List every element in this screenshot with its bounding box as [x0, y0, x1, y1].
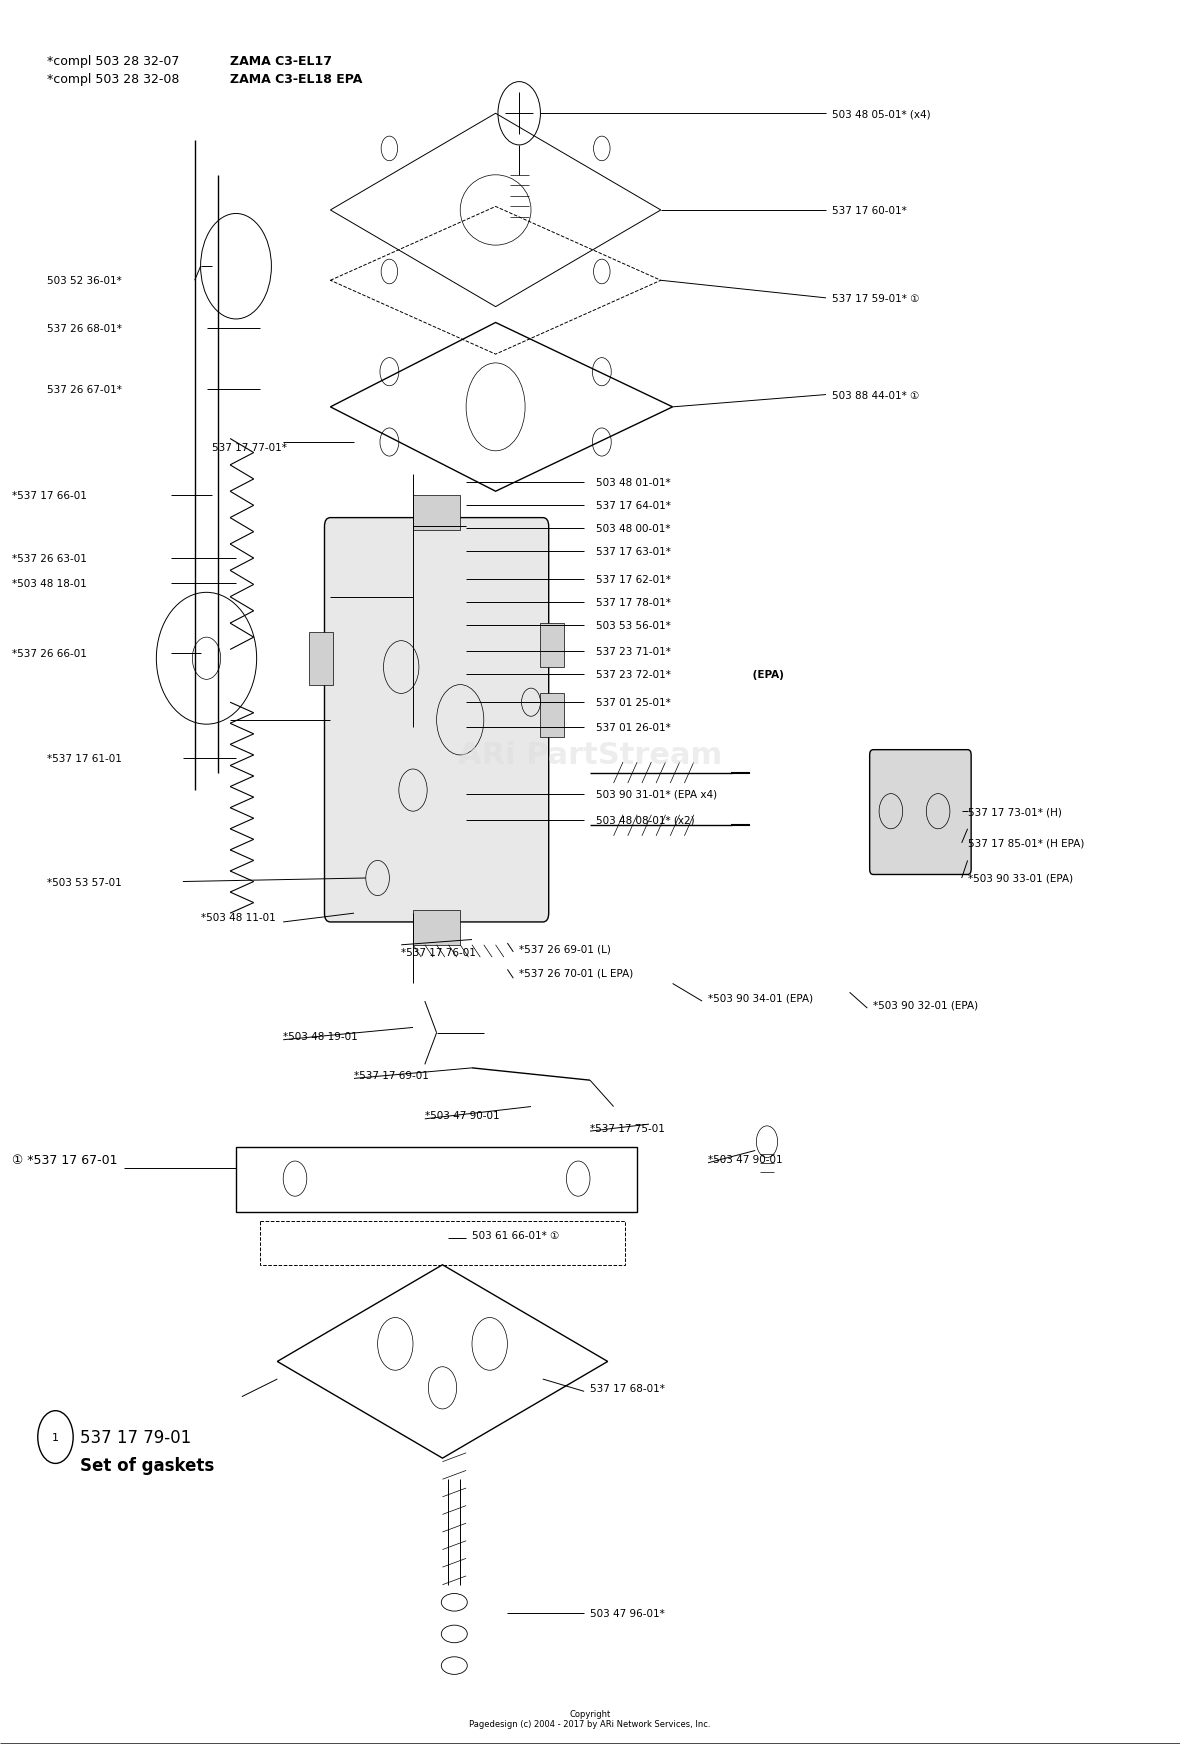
- Text: 1: 1: [52, 1432, 59, 1442]
- Text: 537 26 67-01*: 537 26 67-01*: [47, 385, 122, 395]
- Text: ① *537 17 67-01: ① *537 17 67-01: [12, 1153, 117, 1167]
- Text: *537 26 63-01: *537 26 63-01: [12, 553, 86, 564]
- Text: 537 17 68-01*: 537 17 68-01*: [590, 1383, 664, 1393]
- Text: *537 26 66-01: *537 26 66-01: [12, 648, 86, 659]
- Bar: [413, 910, 460, 945]
- Text: 503 88 44-01* ①: 503 88 44-01* ①: [832, 390, 919, 401]
- Text: *503 90 33-01 (EPA): *503 90 33-01 (EPA): [968, 873, 1073, 884]
- Text: 537 17 77-01*: 537 17 77-01*: [212, 443, 287, 453]
- Text: *537 26 69-01 (L): *537 26 69-01 (L): [519, 944, 611, 954]
- Text: *503 53 57-01: *503 53 57-01: [47, 877, 122, 887]
- Text: 503 90 31-01* (EPA x4): 503 90 31-01* (EPA x4): [596, 789, 717, 799]
- Text: *537 17 61-01: *537 17 61-01: [47, 754, 122, 764]
- Text: 503 47 96-01*: 503 47 96-01*: [590, 1608, 664, 1618]
- Text: 537 01 25-01*: 537 01 25-01*: [596, 698, 670, 708]
- Text: *503 47 90-01: *503 47 90-01: [708, 1154, 782, 1165]
- Text: 503 48 00-01*: 503 48 00-01*: [596, 524, 670, 534]
- Text: 537 23 72-01*: 537 23 72-01*: [596, 669, 670, 680]
- Text: Copyright
Pagedesign (c) 2004 - 2017 by ARi Network Services, Inc.: Copyright Pagedesign (c) 2004 - 2017 by …: [470, 1708, 710, 1729]
- Text: 537 17 78-01*: 537 17 78-01*: [596, 597, 670, 608]
- Bar: [540, 694, 564, 738]
- FancyBboxPatch shape: [870, 750, 971, 875]
- Text: *537 26 70-01 (L EPA): *537 26 70-01 (L EPA): [519, 968, 634, 979]
- Bar: [540, 624, 564, 668]
- Text: *503 90 34-01 (EPA): *503 90 34-01 (EPA): [708, 993, 813, 1003]
- Text: *537 17 66-01: *537 17 66-01: [12, 490, 86, 501]
- Text: 503 61 66-01* ①: 503 61 66-01* ①: [472, 1230, 559, 1240]
- Text: 537 17 64-01*: 537 17 64-01*: [596, 501, 670, 511]
- Text: *compl 503 28 32-07: *compl 503 28 32-07: [47, 54, 184, 69]
- Text: *503 48 11-01: *503 48 11-01: [201, 912, 275, 922]
- Text: 537 17 79-01: 537 17 79-01: [80, 1428, 191, 1446]
- Text: *537 17 75-01: *537 17 75-01: [590, 1123, 664, 1133]
- Text: ZAMA C3-EL17: ZAMA C3-EL17: [230, 54, 332, 69]
- Text: 537 17 85-01* (H EPA): 537 17 85-01* (H EPA): [968, 838, 1084, 849]
- Text: Set of gaskets: Set of gaskets: [80, 1457, 215, 1474]
- Text: *compl 503 28 32-08: *compl 503 28 32-08: [47, 72, 184, 86]
- Text: *537 17 76-01: *537 17 76-01: [401, 947, 476, 958]
- Text: *537 17 69-01: *537 17 69-01: [354, 1070, 428, 1081]
- Text: ARi PartStream: ARi PartStream: [458, 741, 722, 770]
- Text: 537 17 62-01*: 537 17 62-01*: [596, 575, 670, 585]
- Text: 503 53 56-01*: 503 53 56-01*: [596, 620, 670, 631]
- Text: 537 17 59-01* ①: 537 17 59-01* ①: [832, 293, 919, 304]
- Text: 537 23 71-01*: 537 23 71-01*: [596, 647, 670, 657]
- Text: 503 52 36-01*: 503 52 36-01*: [47, 276, 122, 286]
- Text: *503 47 90-01: *503 47 90-01: [425, 1110, 499, 1121]
- Text: 537 17 73-01* (H): 537 17 73-01* (H): [968, 806, 1062, 817]
- Text: 503 48 08-01* (x2): 503 48 08-01* (x2): [596, 815, 695, 826]
- Text: 537 17 60-01*: 537 17 60-01*: [832, 206, 906, 216]
- Text: *503 48 18-01: *503 48 18-01: [12, 578, 86, 589]
- Text: 537 26 68-01*: 537 26 68-01*: [47, 323, 122, 334]
- Text: (EPA): (EPA): [749, 669, 785, 680]
- Text: 503 48 01-01*: 503 48 01-01*: [596, 478, 670, 488]
- Text: *503 48 19-01: *503 48 19-01: [283, 1031, 358, 1042]
- Bar: [309, 633, 333, 685]
- Text: ZAMA C3-EL18 EPA: ZAMA C3-EL18 EPA: [230, 72, 362, 86]
- FancyBboxPatch shape: [324, 518, 549, 922]
- Bar: [413, 495, 460, 531]
- Text: 537 17 63-01*: 537 17 63-01*: [596, 546, 670, 557]
- Text: *503 90 32-01 (EPA): *503 90 32-01 (EPA): [873, 1000, 978, 1010]
- Text: 537 01 26-01*: 537 01 26-01*: [596, 722, 670, 733]
- Text: 503 48 05-01* (x4): 503 48 05-01* (x4): [832, 109, 931, 119]
